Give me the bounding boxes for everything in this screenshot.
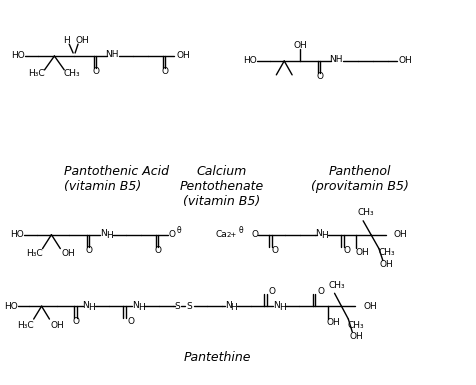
Text: H₃C: H₃C [26,249,43,258]
Text: O: O [72,316,79,326]
Text: N: N [225,301,231,310]
Text: O: O [155,246,161,255]
Text: O: O [169,230,175,239]
Text: O: O [161,67,169,76]
Text: H₃C: H₃C [18,321,34,330]
Text: OH: OH [380,260,394,269]
Text: OH: OH [327,318,340,326]
Text: O: O [269,287,276,296]
Text: Pantethine: Pantethine [183,351,251,364]
Text: H: H [106,231,113,240]
Text: OH: OH [177,52,190,60]
Text: Pantothenic Acid
(vitamin B5): Pantothenic Acid (vitamin B5) [64,165,169,193]
Text: H: H [230,303,238,312]
Text: H: H [279,303,286,312]
Text: S: S [187,302,192,311]
Text: OH: OH [349,333,363,341]
Text: N: N [316,229,322,238]
Text: OH: OH [50,321,64,330]
Text: O: O [316,72,323,81]
Text: HO: HO [10,230,24,239]
Text: H: H [321,231,328,240]
Text: Ca: Ca [215,230,227,239]
Text: HO: HO [243,57,257,65]
Text: O: O [272,246,279,255]
Text: H: H [89,303,95,312]
Text: OH: OH [355,248,369,257]
Text: CH₃: CH₃ [348,321,365,330]
Text: H: H [138,303,145,312]
Text: OH: OH [363,302,377,311]
Text: O: O [344,246,351,255]
Text: OH: OH [293,40,307,50]
Text: H₃C: H₃C [28,69,45,79]
Text: CH₃: CH₃ [358,208,375,218]
Text: H: H [63,35,69,45]
Text: N: N [100,229,107,238]
Text: OH: OH [399,57,412,65]
Text: Panthenol
(provitamin B5): Panthenol (provitamin B5) [311,165,409,193]
Text: N: N [273,301,280,310]
Text: 2+: 2+ [227,232,237,238]
Text: NH: NH [105,50,119,60]
Text: O: O [85,246,92,255]
Text: HO: HO [4,302,18,311]
Text: θ: θ [177,226,181,235]
Text: CH₃: CH₃ [328,281,345,290]
Text: OH: OH [61,249,75,258]
Text: S: S [175,302,180,311]
Text: N: N [132,301,139,310]
Text: OH: OH [394,230,407,239]
Text: Calcium
Pentothenate
(vitamin B5): Calcium Pentothenate (vitamin B5) [180,165,264,208]
Text: O: O [317,287,324,296]
Text: O: O [251,230,258,239]
Text: HO: HO [11,52,25,60]
Text: OH: OH [75,35,89,45]
Text: O: O [128,316,135,326]
Text: CH₃: CH₃ [378,248,395,257]
Text: θ: θ [239,226,244,235]
Text: O: O [92,67,99,76]
Text: CH₃: CH₃ [64,69,80,79]
Text: N: N [82,301,89,310]
Text: NH: NH [329,55,342,64]
